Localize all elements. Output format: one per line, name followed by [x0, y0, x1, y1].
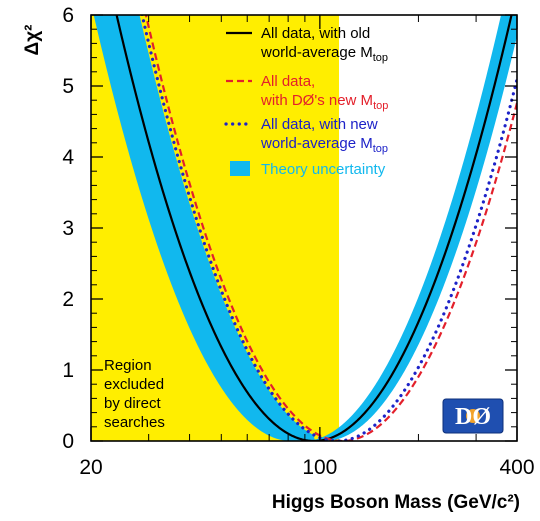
series-line-dotted — [140, 15, 517, 441]
region-label-line: excluded — [104, 376, 164, 393]
theory-uncertainty-band — [93, 15, 517, 441]
legend-label-subscript: top — [373, 143, 388, 155]
region-label-line: searches — [104, 414, 165, 431]
y-tick-label: 0 — [62, 430, 74, 453]
y-tick-label: 4 — [62, 146, 74, 169]
legend-label-line2: world-average Mtop — [260, 135, 388, 155]
x-axis-title: Higgs Boson Mass (GeV/c²) — [272, 492, 520, 513]
d0-logo-burst — [466, 409, 480, 423]
legend-label: All data, with new — [261, 116, 378, 133]
d0-logo-text: DØ — [455, 404, 491, 430]
y-tick-label: 5 — [62, 75, 74, 98]
legend-label-subscript: top — [373, 52, 388, 64]
legend-label-line2: world-average Mtop — [260, 44, 388, 64]
y-axis-title: Δχ² — [22, 25, 43, 56]
legend-swatch-band — [230, 161, 250, 176]
y-tick-label: 3 — [62, 217, 74, 240]
y-tick-label: 2 — [62, 288, 74, 311]
region-label-line: Region — [104, 357, 152, 374]
x-tick-label: 20 — [79, 456, 102, 479]
legend-label: All data, with old — [261, 25, 370, 42]
legend-label-subscript: top — [373, 100, 388, 112]
x-tick-label: 100 — [302, 456, 337, 479]
region-label-line: by direct — [104, 395, 162, 412]
legend-label-line2: with DØ's new Mtop — [260, 92, 388, 112]
series-line-solid — [115, 15, 513, 441]
legend-label-theory: Theory uncertainty — [261, 161, 386, 178]
legend-label: All data, — [261, 73, 315, 90]
y-tick-label: 6 — [62, 4, 74, 27]
x-tick-label: 400 — [499, 456, 534, 479]
y-tick-label: 1 — [62, 359, 74, 382]
